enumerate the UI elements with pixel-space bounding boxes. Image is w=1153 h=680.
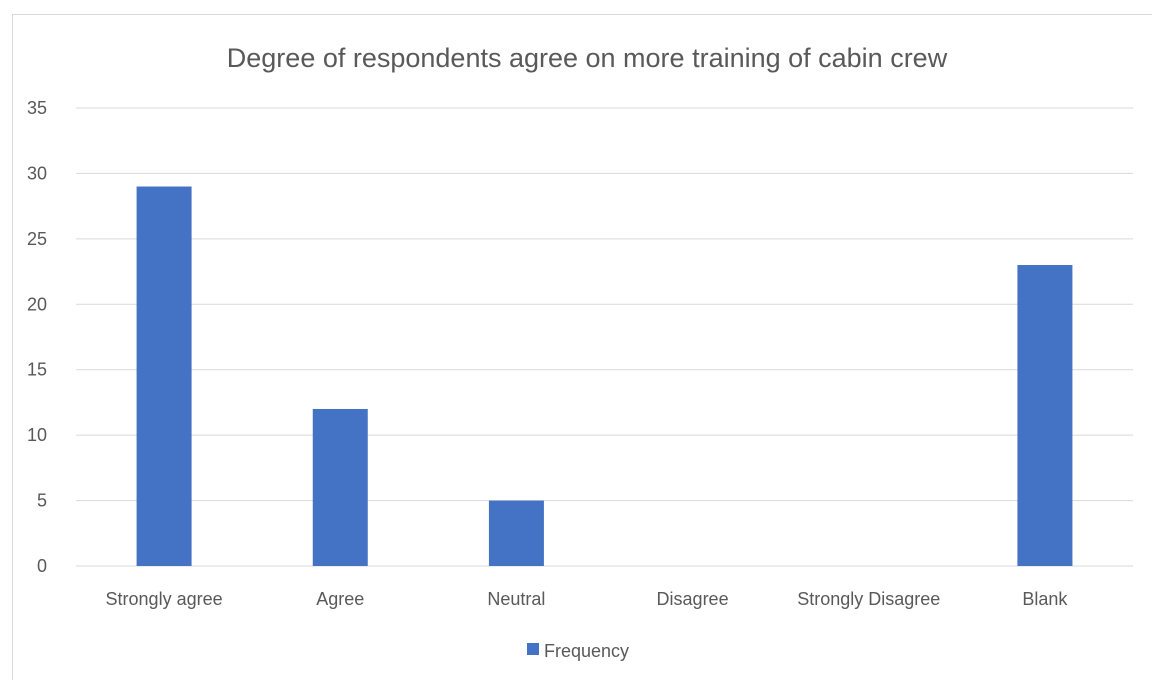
bar-agree <box>312 408 368 566</box>
x-category-label: Disagree <box>657 589 729 609</box>
y-tick-label: 15 <box>27 360 47 380</box>
legend-label: Frequency <box>544 641 629 661</box>
chart-area <box>12 14 1152 680</box>
x-category-label: Neutral <box>487 589 545 609</box>
y-tick-label: 10 <box>27 425 47 445</box>
bar-neutral <box>488 500 544 566</box>
chart-title: Degree of respondents agree on more trai… <box>227 43 948 73</box>
y-tick-label: 30 <box>27 163 47 183</box>
y-axis-ticks: 0 5 10 15 20 25 30 35 <box>27 98 47 576</box>
x-category-label: Agree <box>316 589 364 609</box>
y-tick-label: 0 <box>37 556 47 576</box>
legend: Frequency <box>527 641 629 661</box>
y-tick-label: 35 <box>27 98 47 118</box>
bars <box>136 186 1073 566</box>
y-tick-label: 5 <box>37 491 47 511</box>
gridlines <box>76 107 1133 567</box>
x-category-label: Blank <box>1022 589 1068 609</box>
bar-strongly-agree <box>136 186 192 566</box>
x-category-label: Strongly Disagree <box>797 589 940 609</box>
x-axis-labels: Strongly agree Agree Neutral Disagree Strong… <box>106 589 1069 609</box>
y-tick-label: 25 <box>27 229 47 249</box>
y-tick-label: 20 <box>27 294 47 314</box>
bar-blank <box>1017 265 1073 566</box>
x-category-label: Strongly agree <box>106 589 223 609</box>
legend-swatch <box>527 643 539 655</box>
